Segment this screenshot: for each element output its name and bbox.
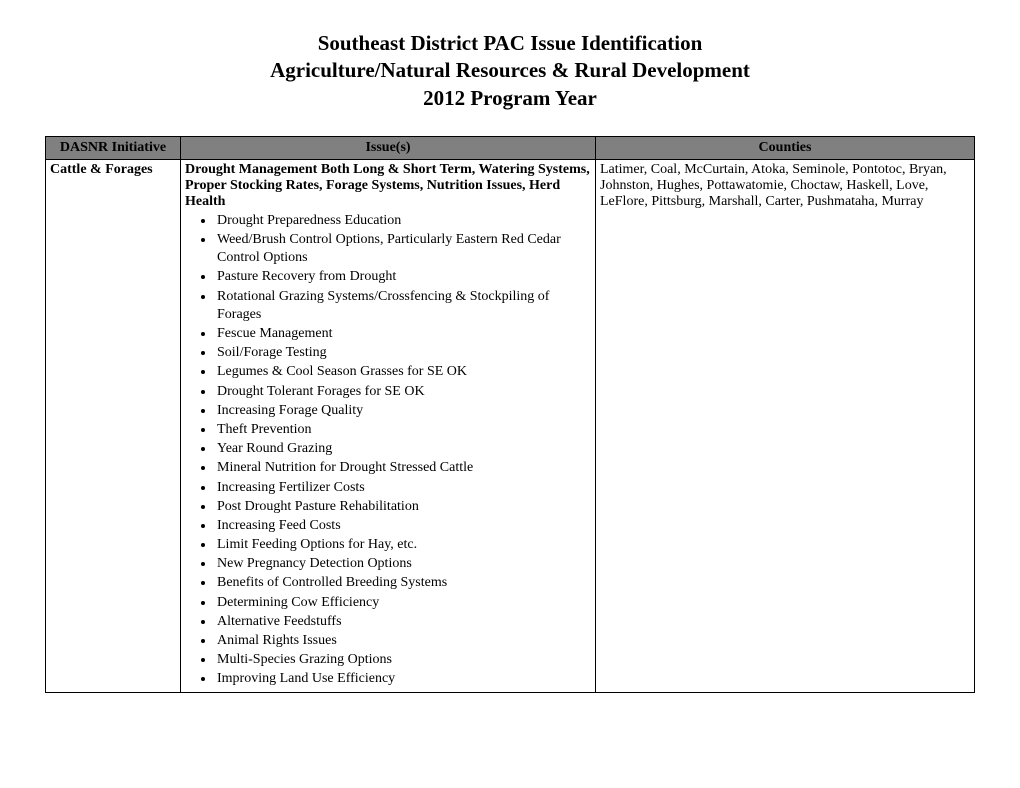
issue-bullet: Benefits of Controlled Breeding Systems xyxy=(215,574,591,593)
issue-bullet: Drought Tolerant Forages for SE OK xyxy=(215,383,591,402)
issue-bullet: Mineral Nutrition for Drought Stressed C… xyxy=(215,459,591,478)
issue-bullet: Year Round Grazing xyxy=(215,440,591,459)
document-title-block: Southeast District PAC Issue Identificat… xyxy=(45,30,975,112)
issue-bullet: New Pregnancy Detection Options xyxy=(215,555,591,574)
header-counties: Counties xyxy=(596,136,975,159)
issues-table: DASNR Initiative Issue(s) Counties Cattl… xyxy=(45,136,975,693)
issue-bullet-list: Drought Preparedness EducationWeed/Brush… xyxy=(185,212,591,690)
table-header-row: DASNR Initiative Issue(s) Counties xyxy=(46,136,975,159)
cell-issues: Drought Management Both Long & Short Ter… xyxy=(181,159,596,692)
issue-bullet: Weed/Brush Control Options, Particularly… xyxy=(215,231,591,268)
issue-bullet: Increasing Fertilizer Costs xyxy=(215,479,591,498)
issue-bullet: Increasing Feed Costs xyxy=(215,517,591,536)
issue-bullet: Animal Rights Issues xyxy=(215,632,591,651)
issue-bullet: Soil/Forage Testing xyxy=(215,344,591,363)
cell-initiative: Cattle & Forages xyxy=(46,159,181,692)
issue-bullet: Increasing Forage Quality xyxy=(215,402,591,421)
issue-bullet: Pasture Recovery from Drought xyxy=(215,268,591,287)
issue-bullet: Rotational Grazing Systems/Crossfencing … xyxy=(215,288,591,325)
issue-bullet: Determining Cow Efficiency xyxy=(215,594,591,613)
table-row: Cattle & Forages Drought Management Both… xyxy=(46,159,975,692)
issue-bullet: Fescue Management xyxy=(215,325,591,344)
issue-bullet: Theft Prevention xyxy=(215,421,591,440)
title-line-3: 2012 Program Year xyxy=(45,85,975,112)
issue-bullet: Legumes & Cool Season Grasses for SE OK xyxy=(215,363,591,382)
issue-bullet: Improving Land Use Efficiency xyxy=(215,670,591,689)
issue-heading: Drought Management Both Long & Short Ter… xyxy=(185,162,591,210)
issue-bullet: Multi-Species Grazing Options xyxy=(215,651,591,670)
issue-bullet: Drought Preparedness Education xyxy=(215,212,591,231)
title-line-2: Agriculture/Natural Resources & Rural De… xyxy=(45,57,975,84)
issue-bullet: Post Drought Pasture Rehabilitation xyxy=(215,498,591,517)
header-issues: Issue(s) xyxy=(181,136,596,159)
title-line-1: Southeast District PAC Issue Identificat… xyxy=(45,30,975,57)
header-initiative: DASNR Initiative xyxy=(46,136,181,159)
issue-bullet: Limit Feeding Options for Hay, etc. xyxy=(215,536,591,555)
issue-bullet: Alternative Feedstuffs xyxy=(215,613,591,632)
cell-counties: Latimer, Coal, McCurtain, Atoka, Seminol… xyxy=(596,159,975,692)
